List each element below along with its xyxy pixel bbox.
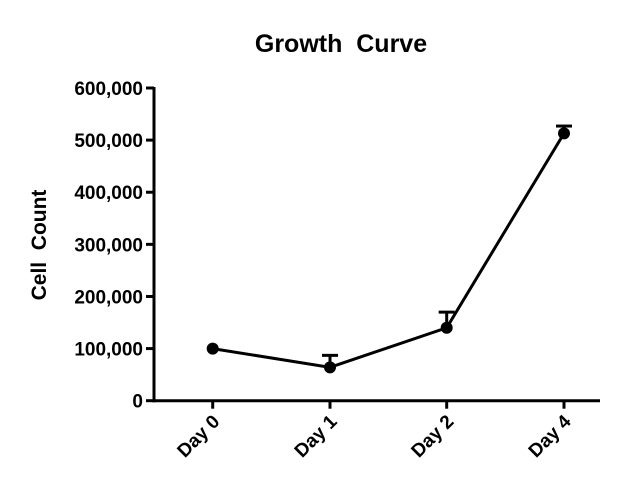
x-tick-label: Day 1	[291, 411, 342, 462]
y-tick-label: 0	[132, 392, 143, 413]
y-axis-label: Cell Count	[28, 190, 51, 301]
data-point	[324, 361, 336, 374]
x-tick-label: Day 0	[174, 411, 225, 462]
data-point	[558, 127, 570, 140]
y-tick-label: 200,000	[74, 287, 143, 308]
data-point	[440, 321, 453, 334]
x-tick-label: Day 4	[525, 411, 576, 462]
series-line	[212, 132, 566, 369]
y-tick-label: 400,000	[74, 183, 143, 204]
y-tick-label: 100,000	[74, 340, 143, 361]
x-tick-label: Day 2	[408, 411, 459, 462]
y-tick-label: 500,000	[74, 131, 143, 152]
y-tick-label: 300,000	[74, 235, 143, 256]
data-point	[206, 342, 219, 355]
y-tick-label: 600,000	[74, 79, 143, 100]
chart-title: Growth Curve	[255, 30, 427, 58]
